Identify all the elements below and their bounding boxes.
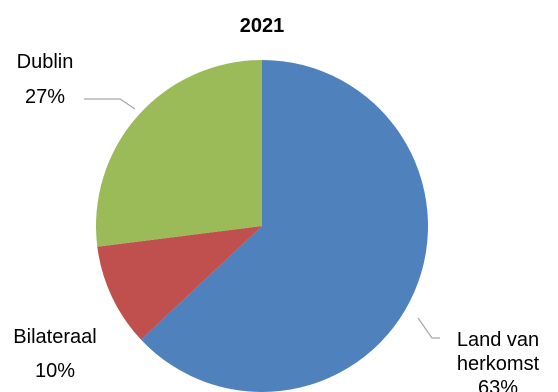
label-dublin-pct: 27% <box>25 86 65 108</box>
chart-title: 2021 <box>240 15 285 37</box>
leader-line-land-van-herkomst <box>417 317 440 339</box>
pie-slice-land-van-herkomst <box>140 60 429 392</box>
label-dublin: Dublin 27% <box>17 51 74 108</box>
pie-slice-bilateraal <box>97 226 262 340</box>
leader-line-dublin <box>84 98 136 110</box>
label-land-van-herkomst-line1: Land van <box>457 329 539 351</box>
label-dublin-line1: Dublin <box>17 51 74 73</box>
label-land-van-herkomst-pct: 63% <box>478 377 518 392</box>
label-bilateraal-pct: 10% <box>35 360 75 382</box>
pie-slices <box>96 60 429 392</box>
pie-slice-dublin <box>96 60 262 247</box>
label-bilateraal-line1: Bilateraal <box>13 326 96 348</box>
label-land-van-herkomst-line2: herkomst <box>457 353 540 375</box>
label-land-van-herkomst: Land van herkomst 63% <box>457 329 540 392</box>
label-bilateraal: Bilateraal 10% <box>13 326 96 382</box>
